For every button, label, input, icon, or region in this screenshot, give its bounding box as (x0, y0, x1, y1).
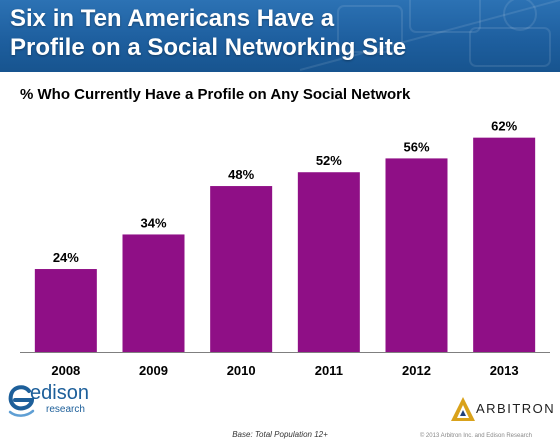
edison-e-icon (8, 385, 35, 417)
x-tick-label-2008: 2008 (51, 363, 80, 378)
edison-research-logo: edison research (6, 382, 96, 426)
x-tick-label-2011: 2011 (315, 363, 343, 378)
edison-logo-wordmark: edison (30, 382, 89, 404)
data-label-2013: 62% (491, 119, 517, 134)
x-tick-label-2012: 2012 (402, 363, 431, 378)
chart-title: Six in Ten Americans Have a Profile on a… (10, 5, 407, 61)
bar-2009 (122, 234, 185, 352)
arbitron-logo: ARBITRON (450, 396, 560, 424)
arbitron-logo-wordmark: ARBITRON (476, 401, 556, 416)
header-decoration (299, 0, 560, 71)
bar-2008 (34, 269, 97, 352)
x-tick-label-2013: 2013 (490, 363, 519, 378)
data-label-2012: 56% (403, 139, 429, 154)
header-banner: Six in Ten Americans Have a Profile on a… (0, 0, 560, 72)
arbitron-triangle-icon (451, 397, 475, 421)
copyright-notice: © 2013 Arbitron Inc. and Edison Research (419, 433, 532, 439)
edison-logo-subtext: research (46, 404, 85, 415)
chart-subtitle: % Who Currently Have a Profile on Any So… (20, 86, 411, 103)
x-tick-label-2009: 2009 (139, 363, 168, 378)
bar-2012 (385, 158, 448, 352)
bar-2013 (473, 137, 536, 352)
data-label-2008: 24% (53, 250, 79, 265)
x-tick-label-2010: 2010 (227, 363, 256, 378)
data-label-2010: 48% (228, 167, 254, 182)
bar-2011 (297, 172, 360, 352)
data-label-2011: 52% (316, 153, 342, 168)
bar-2010 (210, 186, 273, 352)
data-label-2009: 34% (140, 215, 166, 230)
base-footnote: Base: Total Population 12+ (232, 430, 328, 439)
